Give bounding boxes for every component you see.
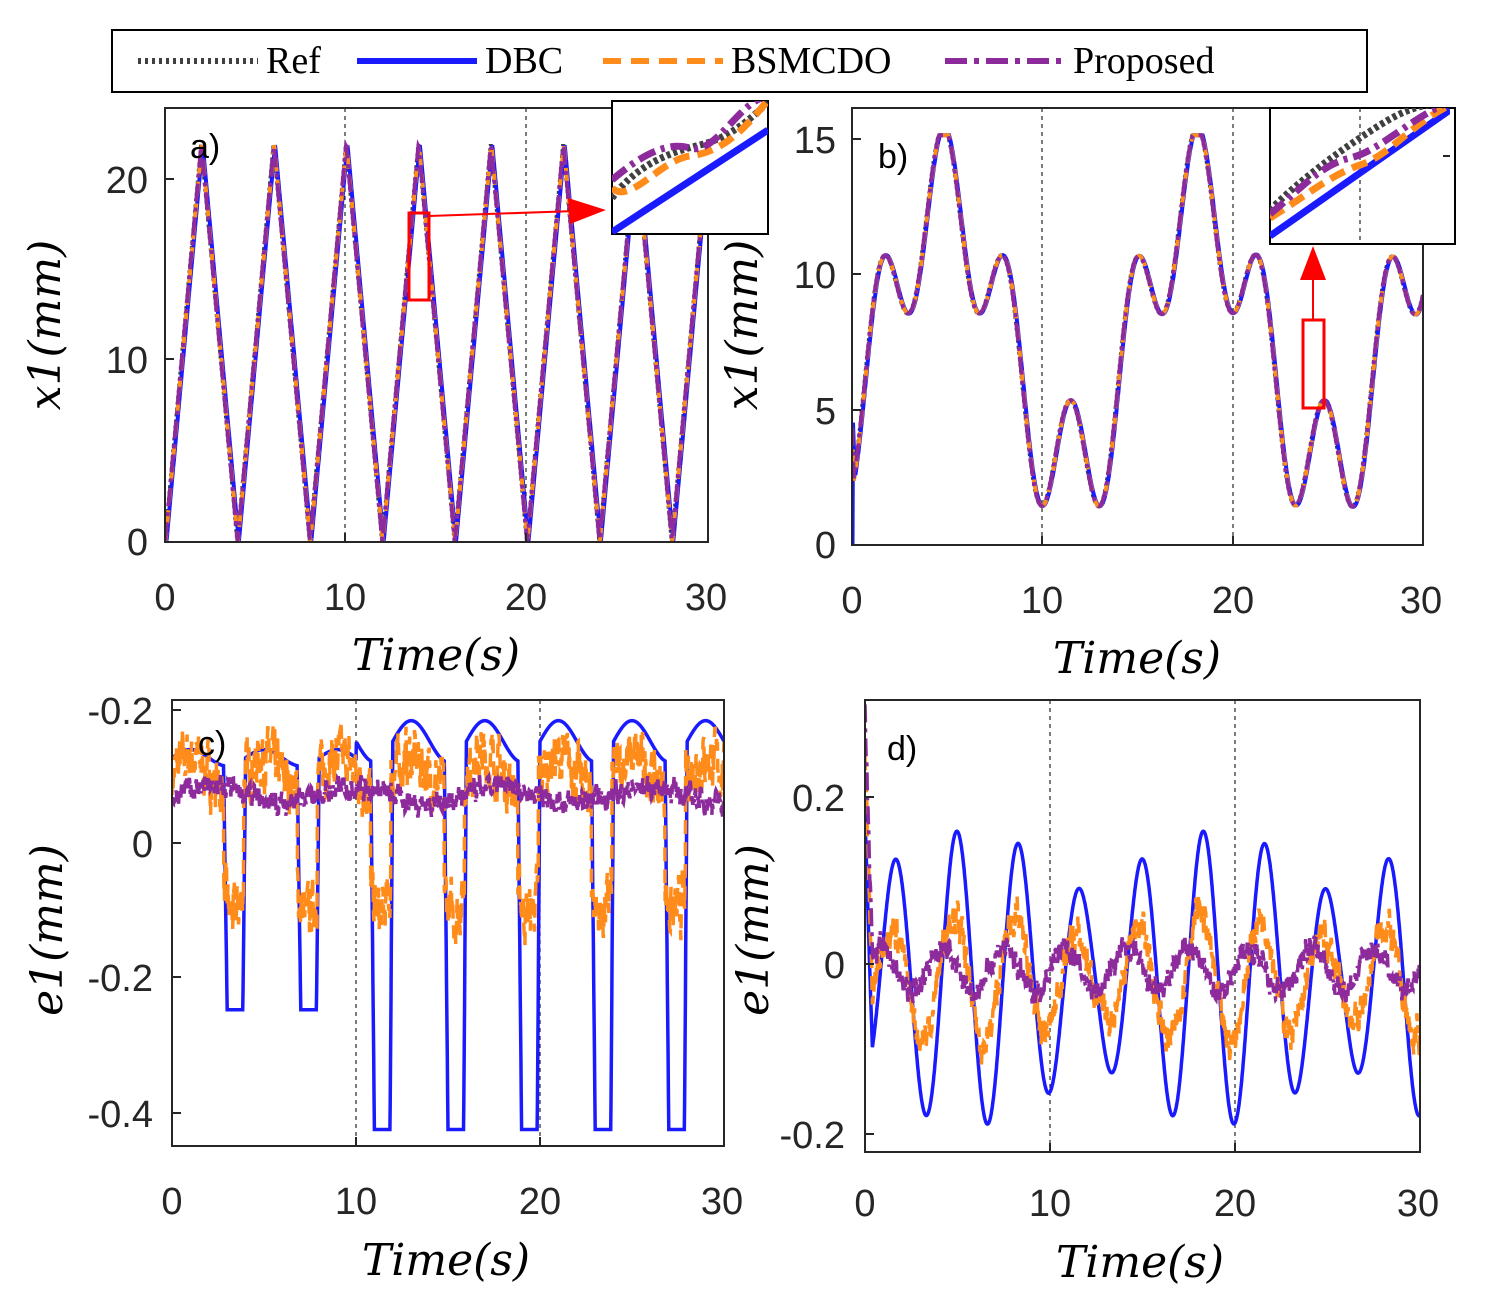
xtick-a-3: 30 <box>685 577 727 619</box>
xtick-b-3: 30 <box>1400 580 1442 622</box>
zoom-arrowhead-b <box>1300 246 1326 280</box>
ytick-c-3: -0.2 <box>88 691 153 733</box>
ytick-a-1: 10 <box>106 340 148 382</box>
ytick-b-2: 10 <box>794 255 836 297</box>
xtick-c-0: 0 <box>161 1181 182 1223</box>
ticks-c <box>171 709 725 1146</box>
panel-a: 0 10 20 30 0 10 20 Time(s) x1(mm) a) <box>20 100 769 681</box>
series-c-bsmcdo <box>172 722 724 946</box>
panel-label-d: d) <box>887 730 917 768</box>
inset-b-proposed <box>1270 108 1446 217</box>
xtick-b-0: 0 <box>841 580 862 622</box>
ticks-b <box>851 138 1424 546</box>
series-c-proposed <box>172 770 724 819</box>
axes-box-a <box>164 107 709 543</box>
panel-c: 0 10 20 30 -0.4 -0.2 0 -0.2 Time(s) e1(m… <box>22 691 743 1286</box>
inset-b-dbc <box>1270 108 1450 239</box>
ylabel-b: x1(mm) <box>717 240 768 411</box>
ytick-d-2: 0.2 <box>792 778 845 820</box>
series-b-proposed <box>852 133 1423 509</box>
ylabel-c: e1(mm) <box>22 844 73 1016</box>
ylabel-d: e1(mm) <box>728 844 779 1016</box>
xtick-a-1: 10 <box>324 577 366 619</box>
ytick-c-1: -0.2 <box>88 958 153 1000</box>
xlabel-b: Time(s) <box>1053 633 1221 684</box>
series-d-bsmcdo <box>865 756 1420 1065</box>
inset-b-lines <box>1270 108 1450 239</box>
xlabel-a: Time(s) <box>352 630 520 681</box>
series-a-proposed <box>165 139 708 542</box>
xtick-c-1: 10 <box>335 1181 377 1223</box>
zoom-arrowhead-a <box>568 198 606 224</box>
xtick-d-2: 20 <box>1214 1183 1256 1225</box>
ytick-b-3: 15 <box>794 120 836 162</box>
series-c-dbc <box>172 718 724 1132</box>
axes-box-c <box>171 699 725 1147</box>
xtick-d-3: 30 <box>1397 1183 1439 1225</box>
zoom-arrow-a <box>428 210 577 217</box>
inset-a-bsmcdo <box>612 101 768 196</box>
xlabel-c: Time(s) <box>362 1235 530 1286</box>
panel-label-c: c) <box>198 725 226 763</box>
inset-b-bsmcdo <box>1270 108 1450 222</box>
xtick-c-3: 30 <box>701 1181 743 1223</box>
ytick-d-0: -0.2 <box>780 1115 845 1157</box>
series-b-bsmcdo <box>852 133 1423 509</box>
series-d-proposed <box>865 704 1420 1005</box>
panel-label-b: b) <box>878 138 908 176</box>
xlabel-d: Time(s) <box>1056 1237 1224 1288</box>
ticks-a <box>164 178 709 543</box>
ytick-c-2: 0 <box>132 824 153 866</box>
ytick-b-1: 5 <box>815 391 836 433</box>
ytick-c-0: -0.4 <box>88 1094 153 1136</box>
legend-label-ref: Ref <box>266 40 321 82</box>
xtick-d-0: 0 <box>854 1183 875 1225</box>
panel-label-a: a) <box>190 128 220 166</box>
legend-label-bsmcdo: BSMCDO <box>731 40 892 82</box>
axes-box-b <box>851 107 1424 546</box>
zoom-region-b <box>1301 318 1326 410</box>
legend-label-proposed: Proposed <box>1073 40 1214 82</box>
xtick-c-2: 20 <box>519 1181 561 1223</box>
xtick-b-2: 20 <box>1212 580 1254 622</box>
inset-b-ref <box>1270 108 1433 213</box>
xtick-a-2: 20 <box>505 577 547 619</box>
ytick-d-1: 0 <box>824 945 845 987</box>
ytick-b-0: 0 <box>815 525 836 567</box>
legend-label-dbc: DBC <box>485 40 563 82</box>
legend-box <box>111 29 1368 93</box>
axes-box-d <box>864 699 1421 1153</box>
xtick-a-0: 0 <box>154 577 175 619</box>
series-d-dbc <box>865 811 1420 1126</box>
ytick-a-2: 20 <box>106 160 148 202</box>
legend: Ref DBC BSMCDO Proposed <box>111 29 1368 93</box>
inset-a-lines <box>612 101 768 234</box>
panel-d: 0 10 20 30 -0.2 0 0.2 Time(s) e1(mm) d) <box>728 699 1439 1288</box>
ytick-a-0: 0 <box>127 522 148 564</box>
inset-a-dbc <box>612 127 768 234</box>
xtick-d-1: 10 <box>1029 1183 1071 1225</box>
xtick-b-1: 10 <box>1021 580 1063 622</box>
ylabel-a: x1(mm) <box>20 240 71 411</box>
zoom-region-a <box>407 211 431 302</box>
ticks-d <box>864 796 1421 1152</box>
panel-b: 0 10 20 30 0 5 10 15 Time(s) x1(mm) b) <box>717 107 1456 684</box>
